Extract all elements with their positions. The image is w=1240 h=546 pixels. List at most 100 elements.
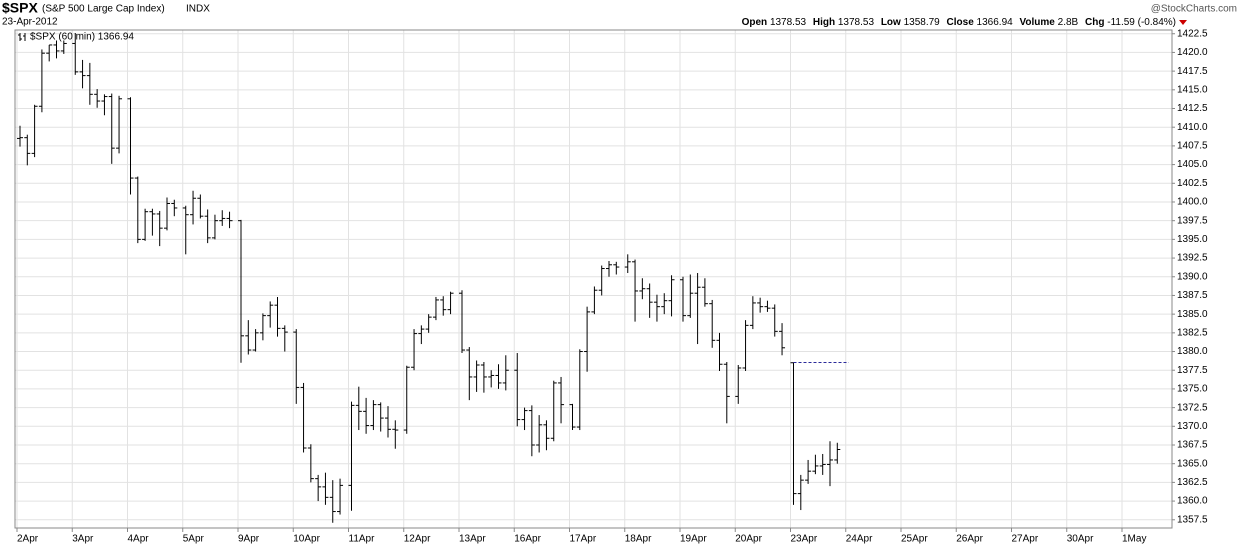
ohlc-bar [300,382,307,453]
grid [15,30,1172,528]
ohlc-bar [385,406,391,438]
stat-label: Volume [1019,17,1055,28]
ohlc-bar [60,40,67,54]
ohlc-bar [101,94,108,116]
x-tick-label: 12Apr [404,534,431,545]
ohlc-bar [543,420,550,451]
ohlc-bar [171,199,178,217]
x-tick-label: 9Apr [238,534,260,545]
ohlc-bar [742,320,749,371]
ohlc-bar [528,405,535,457]
ohlc-bar [197,194,204,219]
ohlc-bar [164,197,170,231]
ohlc-bar [108,93,115,164]
ohlc-bar [142,208,149,241]
stat-label: Chg [1085,17,1104,28]
ohlc-bar [653,294,660,322]
brand: @StockCharts.com [1151,4,1237,15]
ohlc-bar [447,291,454,315]
ohlc-bar [514,353,521,427]
ohlc-bar [558,376,565,424]
ohlc-bar [182,205,189,255]
plot-frame [14,29,1173,529]
legend: $SPX (60 min) 1366.94 [30,32,134,43]
stat-label: Low [881,17,901,28]
ohlc-bar [749,296,756,330]
y-tick-label: 1392.5 [1177,253,1208,264]
index-name: (S&P 500 Large Cap Index) [42,4,165,15]
ohlc-bar [502,355,509,391]
y-tick-label: 1385.0 [1177,309,1208,320]
ohlc-bar [46,44,53,62]
y-tick-label: 1395.0 [1177,234,1208,245]
ohlc-bar [281,325,288,352]
y-tick-label: 1387.5 [1177,290,1208,301]
ohlc-bar [812,454,819,475]
ohlc-bar [86,62,93,105]
ohlc-bar [701,278,708,307]
x-tick-label: 19Apr [680,534,707,545]
ohlc-bar [315,474,322,502]
ohlc-bar [687,274,694,318]
y-tick-label: 1415.0 [1177,84,1208,95]
ohlc-bar [771,304,778,337]
x-tick-label: 17Apr [570,534,597,545]
y-tick-label: 1420.0 [1177,47,1208,58]
ohlc-bar [348,401,355,511]
y-tick-label: 1397.5 [1177,215,1208,226]
ohlc-bar [377,402,384,432]
quote-stats: Open 1378.53 High 1378.53 Low 1358.79 Cl… [742,17,1176,28]
x-tick-label: 23Apr [791,534,818,545]
y-tick-label: 1412.5 [1177,103,1208,114]
y-tick-label: 1400.0 [1177,197,1208,208]
y-tick-label: 1380.0 [1177,346,1208,357]
ohlc-bar [411,329,418,371]
y-tick-label: 1405.0 [1177,159,1208,170]
ohlc-bar [694,273,701,345]
ohlc-bar [495,364,502,389]
x-tick-label: 18Apr [625,534,652,545]
ohlc-bar [94,89,101,108]
ohlc-bar [613,261,620,275]
ohlc-bar [211,214,218,240]
ohlc-bar [521,407,528,431]
ohlc-bar [134,176,141,244]
ohlc-bar [584,306,591,372]
ohlc-bar [204,209,211,244]
ohlc-bar [797,474,804,511]
ohlc-bar [425,314,432,333]
ohlc-bar [639,278,646,300]
ohlc-bar [480,362,487,393]
stat-value: -11.59 (-0.84%) [1107,17,1176,28]
y-tick-label: 1360.0 [1177,496,1208,507]
ohlc-bar [827,441,833,487]
x-tick-label: 13Apr [459,534,486,545]
stat-value: 1378.53 [838,17,875,28]
ohlc-bar [576,349,583,431]
ohlc-bar [17,125,23,147]
ohlc-bar [536,415,543,453]
ohlc-bar [764,300,771,312]
ohlc-bar [668,275,675,317]
symbol: $SPX [2,0,38,16]
x-tick-label: 4Apr [128,534,150,545]
ohlc-bar [293,329,300,404]
y-tick-label: 1410.0 [1177,122,1208,133]
ohlc-bar [716,332,723,371]
y-tick-label: 1365.0 [1177,458,1208,469]
ohlc-bar [24,134,31,166]
y-tick-label: 1375.0 [1177,384,1208,395]
ohlc-bar [569,403,576,431]
ohlc-bar [403,365,410,434]
legend-icon [18,33,26,41]
ohlc-bar [226,211,233,229]
x-tick-label: 1May [1122,534,1146,545]
stat-value: 1378.53 [770,17,807,28]
x-tick-label: 27Apr [1012,534,1039,545]
ohlc-bar [116,95,123,154]
ohlc-bar [190,190,197,225]
ohlc-bar [38,49,45,113]
x-tick-label: 11Apr [349,534,376,545]
stat-value: 1358.79 [904,17,941,28]
